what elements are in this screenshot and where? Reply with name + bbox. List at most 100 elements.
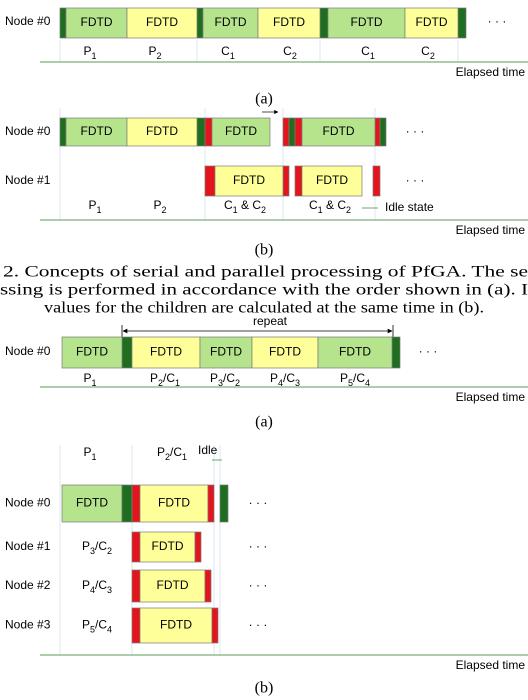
block: [379, 117, 387, 147]
label-part: /C: [95, 618, 107, 632]
time-label: P4/C3: [82, 578, 112, 595]
block-label: FDTD: [157, 578, 189, 592]
block-label: FDTD: [351, 15, 383, 29]
block: [214, 165, 284, 197]
label-part: 2: [165, 452, 170, 462]
block: [139, 607, 213, 644]
node-label: Node #1: [5, 173, 51, 187]
block-label: FDTD: [81, 15, 113, 29]
block-label: FDTD: [152, 539, 184, 553]
label-part: 2: [235, 378, 240, 388]
label-part: C: [421, 44, 430, 58]
repeat-label: repeat: [253, 314, 288, 328]
block: [199, 336, 253, 369]
label-part: 1: [182, 452, 187, 462]
block: [139, 484, 209, 523]
block: [131, 484, 141, 523]
label-part: & C: [238, 198, 262, 212]
ellipsis: · · ·: [488, 14, 507, 28]
axis-label: Elapsed time: [456, 65, 526, 79]
block: [204, 165, 216, 197]
node-label: Node #2: [5, 578, 51, 592]
label-part: 1: [230, 51, 235, 61]
time-label: P4/C3: [270, 371, 300, 388]
time-label: C1 & C2: [224, 198, 266, 215]
time-label: P3/C2: [210, 371, 240, 388]
block-label: FDTD: [316, 173, 348, 187]
label-part: 2: [430, 51, 435, 61]
block-label: FDTD: [146, 124, 178, 138]
ellipsis: · · ·: [249, 618, 268, 632]
time-label: P2: [153, 198, 166, 215]
label-part: 4: [365, 378, 370, 388]
time-label: P2/C1: [157, 445, 187, 462]
label-part: 1: [233, 205, 238, 215]
block-label: FDTD: [81, 124, 113, 138]
label-part: /C: [170, 445, 182, 459]
label-part: 2: [157, 51, 162, 61]
block: [131, 607, 141, 644]
block: [327, 7, 406, 39]
label-part: 4: [278, 378, 283, 388]
label-part: P: [153, 198, 161, 212]
label-part: C: [361, 44, 370, 58]
label-part: & C: [323, 198, 347, 212]
label-part: P: [210, 371, 218, 385]
block: [374, 117, 381, 147]
label-part: 3: [295, 378, 300, 388]
label-part: 1: [175, 378, 180, 388]
block: [317, 336, 393, 369]
block: [257, 7, 321, 39]
idle-label: Idle: [198, 443, 218, 457]
label-part: C: [309, 198, 318, 212]
label-part: 2: [158, 378, 163, 388]
block: [204, 117, 213, 147]
node-label: Node #0: [5, 124, 51, 138]
block: [319, 7, 329, 39]
label-part: 2: [346, 205, 351, 215]
time-label: P1: [88, 198, 101, 215]
block: [121, 336, 133, 369]
block: [211, 607, 219, 644]
caption-line: 2. Concepts of serial and parallel proce…: [3, 264, 528, 281]
label-part: /C: [223, 371, 235, 385]
block: [126, 7, 198, 39]
label-part: 1: [92, 378, 97, 388]
label-part: /C: [353, 371, 365, 385]
label-part: 2: [261, 205, 266, 215]
block: [288, 117, 296, 147]
block: [61, 336, 123, 369]
label-part: 3: [218, 378, 223, 388]
time-label: P5/C4: [82, 618, 112, 635]
node-label: Node #0: [5, 344, 51, 358]
label-part: /C: [95, 578, 107, 592]
block-label: FDTD: [158, 496, 190, 510]
label-part: 1: [92, 452, 97, 462]
block: [202, 7, 259, 39]
label-part: P: [83, 44, 91, 58]
block: [301, 165, 363, 197]
label-part: /C: [95, 539, 107, 553]
time-label: P3/C2: [82, 539, 112, 556]
block: [211, 117, 271, 147]
axis-label: Elapsed time: [456, 658, 526, 672]
label-part: P: [82, 578, 90, 592]
subcaption: (b): [255, 680, 274, 697]
time-label: P2/C1: [150, 371, 180, 388]
block-label: FDTD: [215, 15, 247, 29]
block-label: FDTD: [273, 15, 305, 29]
label-part: 1: [370, 51, 375, 61]
caption-line: ssing is performed in accordance with th…: [0, 282, 528, 299]
block: [282, 117, 290, 147]
label-part: 4: [107, 625, 112, 635]
label-part: 5: [90, 625, 95, 635]
label-part: P: [148, 44, 156, 58]
time-label: P1: [83, 44, 96, 61]
label-part: 1: [318, 205, 323, 215]
axis-label: Elapsed time: [456, 223, 526, 237]
ellipsis: · · ·: [406, 124, 425, 138]
ellipsis: · · ·: [406, 173, 425, 187]
block: [251, 336, 319, 369]
node-label: Node #3: [5, 618, 51, 632]
label-part: P: [88, 198, 96, 212]
